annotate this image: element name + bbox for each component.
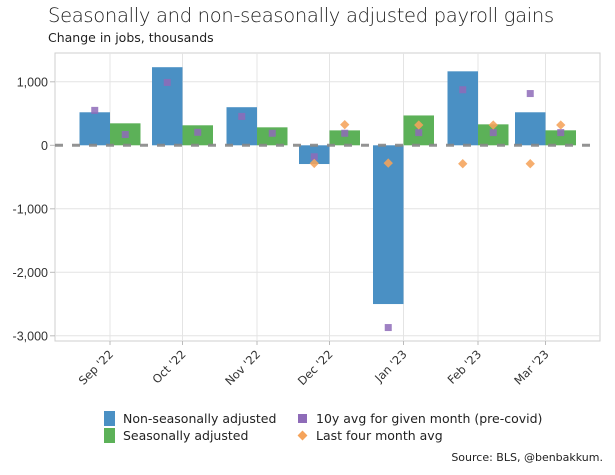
ten-year-avg-marker xyxy=(163,78,171,86)
x-tick-label: Feb '23 xyxy=(445,347,484,386)
bar-nsa xyxy=(79,112,110,146)
legend-label-ten-year-avg: 10y avg for given month (pre-covid) xyxy=(316,411,543,426)
bar-nsa xyxy=(515,112,546,146)
ten-year-avg-marker xyxy=(238,112,246,120)
legend-item-last-four-avg: Last four month avg xyxy=(297,428,443,443)
bar-sa xyxy=(545,130,576,146)
last-four-avg-marker xyxy=(458,159,468,169)
chart-title: Seasonally and non-seasonally adjusted p… xyxy=(48,4,554,27)
legend-item-nsa: Non-seasonally adjusted xyxy=(104,411,276,426)
x-tick-label: Nov '22 xyxy=(222,347,263,388)
diamond-marker-icon xyxy=(297,430,308,441)
ten-year-avg-marker xyxy=(91,106,99,114)
legend-label-nsa: Non-seasonally adjusted xyxy=(123,411,277,426)
last-four-avg-marker xyxy=(556,120,566,130)
plot-frame xyxy=(54,52,601,342)
last-four-avg-marker xyxy=(383,158,393,168)
ten-year-avg-marker xyxy=(459,86,467,94)
x-tick-label: Dec '22 xyxy=(295,347,336,388)
ten-year-avg-marker xyxy=(310,153,318,161)
grid-layer xyxy=(54,52,601,342)
legend-swatch-nsa xyxy=(104,411,115,426)
source-note: Source: BLS, @benbakkum. xyxy=(451,451,603,464)
ten-year-avg-marker xyxy=(489,129,497,137)
last-four-avg-marker xyxy=(309,158,319,169)
x-tick-label: Sep '22 xyxy=(76,347,116,387)
y-tick-label: 0 xyxy=(41,139,48,153)
legend-swatch-sa xyxy=(104,428,115,443)
legend-label-last-four-avg: Last four month avg xyxy=(316,428,443,443)
last-four-avg-marker xyxy=(488,120,498,130)
ten-year-avg-marker xyxy=(268,129,276,137)
last-four-avg-marker xyxy=(340,119,350,130)
square-marker-icon xyxy=(298,414,307,423)
legend-item-ten-year-avg: 10y avg for given month (pre-covid) xyxy=(298,411,542,426)
legend-label-sa: Seasonally adjusted xyxy=(123,428,249,443)
x-tick-label: Mar '23 xyxy=(511,347,551,387)
bar-nsa xyxy=(373,145,404,305)
y-tick-label: 1,000 xyxy=(17,75,48,89)
bar-sa xyxy=(329,130,360,146)
ten-year-avg-marker xyxy=(341,129,349,137)
ten-year-avg-marker xyxy=(384,324,392,332)
ten-year-avg-marker xyxy=(415,129,423,137)
last-four-avg-marker xyxy=(525,159,535,169)
bar-layer xyxy=(79,67,576,305)
x-tick-label: Oct '22 xyxy=(149,347,188,386)
ten-year-avg-marker xyxy=(526,90,534,98)
ten-year-avg-marker xyxy=(557,129,565,137)
y-tick-label: -1,000 xyxy=(13,202,48,216)
ten-year-avg-marker xyxy=(194,128,202,136)
bar-nsa xyxy=(447,71,478,146)
y-tick-label: -2,000 xyxy=(13,266,48,280)
y-tick-label: -3,000 xyxy=(13,329,48,343)
x-tick-label: Jan '23 xyxy=(371,347,409,385)
bar-nsa xyxy=(152,67,183,146)
legend-item-sa: Seasonally adjusted xyxy=(104,428,248,443)
ten-year-avg-marker xyxy=(121,131,129,139)
last-four-avg-marker xyxy=(414,120,424,130)
chart-subtitle: Change in jobs, thousands xyxy=(48,30,214,45)
